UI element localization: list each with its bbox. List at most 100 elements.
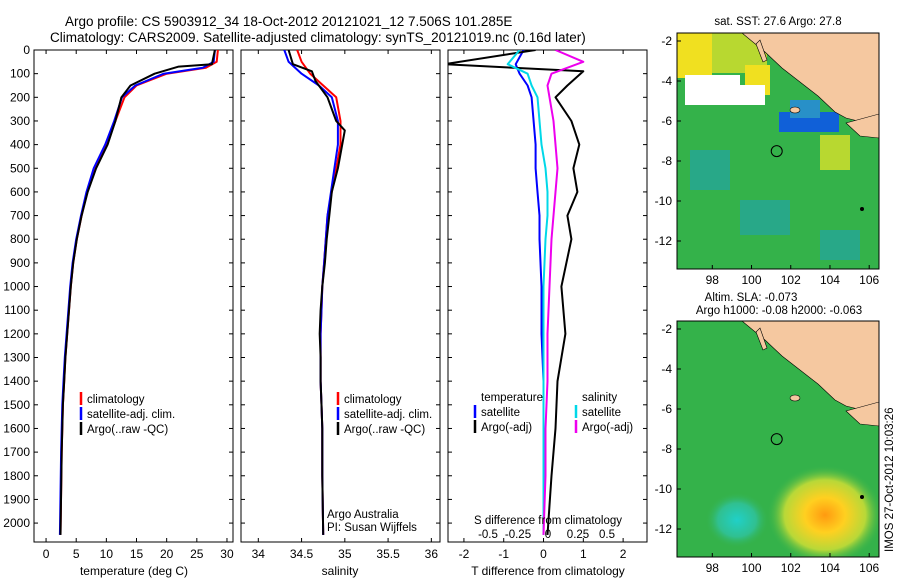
salinity-panel: 34 34.5 35 35.5 36 salinity climatology sate… [240,49,441,578]
legend-label-t-satellite: satellite [481,407,520,419]
lon-tick-label: 100 [742,561,762,575]
lon-tick-label: 100 [742,273,762,287]
sla-map-field [677,321,879,557]
s-tick-label: 0.25 [567,529,589,541]
lat-tick-label: -2 [661,322,672,336]
temperature-axes-frame [33,49,234,543]
temperature-series [58,50,219,535]
depth-tick-label: 2000 [3,516,30,530]
legend-label-satellite: satellite-adj. clim. [344,409,432,421]
depth-ticks-temperature: 0 100 200 300 400 500 600 700 800 900 1000 1100 1200… [3,43,233,530]
lat-tick-label: -4 [661,362,672,376]
depth-tick-label: 200 [10,90,30,104]
x-tick-label: 30 [220,547,234,561]
series-line [287,50,346,535]
depth-tick-label: 1900 [3,492,30,506]
s-tick-label: -0.25 [505,529,531,541]
x-tick-label: 20 [160,547,174,561]
sst-island [789,106,801,114]
s-tick-label: -0.5 [478,529,498,541]
x-tick-label: 10 [100,547,114,561]
sst-cloud-mask [740,85,765,105]
pi-label: PI: Susan Wijffels [327,522,417,534]
temperature-panel: 0100200300400500600700800900100011001200… [3,43,234,578]
lon-tick-label: 102 [781,273,801,287]
series-line [59,50,216,535]
depth-tick-label: 800 [10,232,30,246]
series-line [506,50,549,535]
imos-credit: IMOS 27-Oct-2012 10:03:26 [884,408,896,552]
sst-map: sat. SST: 27.6 Argo: 27.8 98 100 102 104 106… [655,16,880,287]
lat-tick-label: -10 [655,194,673,208]
legend-label-climatology: climatology [344,394,402,406]
salinity-x-label: salinity [322,564,359,578]
sla-land-java [845,401,879,427]
sla-map: Altim. SLA: -0.073 Argo h1000: -0.08 h20… [655,292,880,575]
x-tick-label: 0 [43,547,50,561]
depth-tick-label: 1500 [3,398,30,412]
depth-tick-label: 1200 [3,327,30,341]
x-tick-label: -1 [498,547,509,561]
sst-cold-patch [790,100,820,118]
depth-tick-label: 100 [10,67,30,81]
sst-map-title: sat. SST: 27.6 Argo: 27.8 [714,16,841,28]
depth-tick-label: 300 [10,114,30,128]
sla-island [755,327,768,351]
lat-tick-label: -12 [655,522,673,536]
sst-warm-patch [820,135,850,170]
depth-tick-label: 400 [10,138,30,152]
x-tick-label: 36 [425,547,439,561]
sst-teal-patch [690,150,730,190]
x-tick-label: 15 [130,547,144,561]
float-position-marker [770,145,783,158]
lon-tick-label: 106 [859,561,879,575]
s-tick-label: 0 [545,529,551,541]
legend-title-salinity: salinity [582,392,617,404]
depth-tick-label: 1300 [3,351,30,365]
legend-label-s-satellite: satellite [582,407,621,419]
x-tick-label: 1 [580,547,587,561]
sst-map-ticks: 98 100 102 104 106 -2 -4 -6 -8 -10 -12 [655,34,880,287]
x-tick-label: 25 [190,547,204,561]
sst-teal-patch [820,230,860,260]
depth-tick-label: 500 [10,161,30,175]
sst-cloud-mask [685,75,740,105]
difference-panel: -2 -1 0 1 2 T difference from climatology S … [447,49,648,578]
temperature-legend: climatology satellite-adj. clim. Argo(..… [79,392,175,436]
lat-tick-label: -12 [655,234,673,248]
legend-label-t-argo: Argo(-adj) [481,422,532,434]
difference-legend: temperature satellite Argo(-adj) salinit… [473,392,633,434]
salinity-x-ticks: 34 34.5 35 35.5 36 [252,50,439,561]
sst-map-field [677,33,879,269]
sst-map-frame [676,32,880,270]
lon-tick-label: 106 [859,273,879,287]
lat-tick-label: -8 [661,442,672,456]
difference-axes-frame [447,49,648,543]
temperature-x-label: temperature (deg C) [80,564,188,578]
x-tick-label: 34.5 [290,547,314,561]
lat-tick-label: -4 [661,74,672,88]
depth-tick-label: 1000 [3,280,30,294]
depth-tick-label: 1700 [3,445,30,459]
lat-tick-label: -8 [661,154,672,168]
x-tick-label: 34 [252,547,266,561]
lon-tick-label: 98 [706,273,720,287]
legend-label-s-argo: Argo(-adj) [582,422,633,434]
x-tick-label: -2 [459,547,470,561]
lat-tick-label: -10 [655,482,673,496]
legend-label-satellite: satellite-adj. clim. [87,409,175,421]
depth-ticks-difference [448,49,647,524]
sla-map-ticks: 98 100 102 104 106 -2 -4 -6 -8 -10 -12 [655,322,880,575]
lat-tick-label: -6 [661,402,672,416]
series-line [542,50,585,535]
depth-tick-label: 1800 [3,469,30,483]
lat-tick-label: -6 [661,114,672,128]
depth-tick-label: 0 [23,43,30,57]
salinity-series [283,50,346,535]
depth-tick-label: 900 [10,256,30,270]
lon-tick-label: 102 [781,561,801,575]
sla-cool-anomaly [705,492,769,548]
sla-map-title-2: Argo h1000: -0.08 h2000: -0.063 [696,305,862,317]
x-tick-label: 5 [73,547,80,561]
s-tick-label: 0.5 [599,529,615,541]
